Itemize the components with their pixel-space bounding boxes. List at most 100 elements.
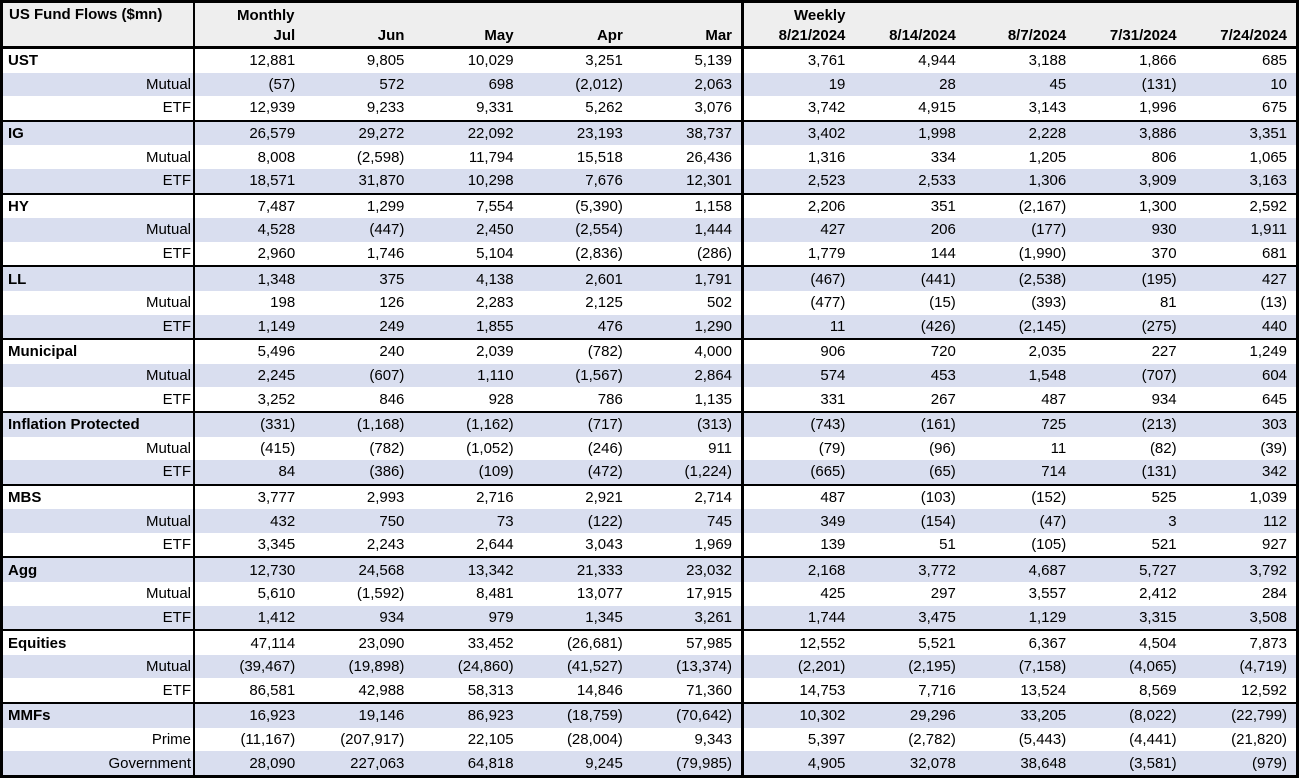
cell-value: 45 xyxy=(1049,75,1067,93)
cell-value: 3,143 xyxy=(1028,99,1067,117)
cell-value: (28,004) xyxy=(566,730,623,748)
cell-value: 349 xyxy=(820,512,846,530)
weekly-cells: (2,201) (2,195) (7,158) (4,065) (4,719) xyxy=(744,655,1296,679)
cell-value: (207,917) xyxy=(340,730,405,748)
cell-value: 23,032 xyxy=(686,561,733,579)
weekly-column-header: 8/14/2024 xyxy=(889,27,956,44)
cell-value: 521 xyxy=(1151,536,1177,554)
cell-value: 750 xyxy=(379,512,405,530)
cell-value: 8,008 xyxy=(257,148,296,166)
monthly-cells: 8,008 (2,598) 11,794 15,518 26,436 xyxy=(195,145,744,169)
cell-value: (477) xyxy=(810,294,846,312)
weekly-header-section: Weekly 8/21/2024 8/14/2024 8/7/2024 7/31/20… xyxy=(744,3,1296,46)
weekly-cells: 11 (426) (2,145) (275) 440 xyxy=(744,315,1296,339)
cell-value: 267 xyxy=(930,390,956,408)
cell-value: 979 xyxy=(488,608,514,626)
cell-value: 26,579 xyxy=(249,125,296,143)
table-row: ETF 18,571 31,870 10,298 7,676 12,301 2,523 2,5… xyxy=(3,168,1296,193)
cell-value: (2,782) xyxy=(908,730,956,748)
monthly-cells: 86,581 42,988 58,313 14,846 71,360 xyxy=(195,678,744,703)
cell-value: 249 xyxy=(379,317,405,335)
cell-value: 2,450 xyxy=(476,221,514,239)
weekly-cells: 906 720 2,035 227 1,249 xyxy=(744,340,1296,364)
row-label: ETF xyxy=(3,314,195,339)
cell-value: 425 xyxy=(820,585,846,603)
cell-value: 38,648 xyxy=(1020,754,1067,772)
monthly-cells: 5,496 240 2,039 (782) 4,000 xyxy=(195,340,744,364)
monthly-cells: 18,571 31,870 10,298 7,676 12,301 xyxy=(195,168,744,193)
monthly-cells: 1,149 249 1,855 476 1,290 xyxy=(195,314,744,339)
row-label: Mutual xyxy=(3,72,195,97)
cell-value: (2,167) xyxy=(1018,197,1067,215)
weekly-cells: 3,742 4,915 3,143 1,996 675 xyxy=(744,96,1296,120)
row-label: Inflation Protected xyxy=(3,412,195,437)
cell-value: (979) xyxy=(1252,754,1288,772)
cell-value: 427 xyxy=(1262,270,1288,288)
cell-value: (1,224) xyxy=(684,463,733,481)
cell-value: (154) xyxy=(920,512,956,530)
row-label: HY xyxy=(3,194,195,219)
weekly-cells: 10,302 29,296 33,205 (8,022) (22,799) xyxy=(744,704,1296,728)
weekly-cells: 331 267 487 934 645 xyxy=(744,387,1296,411)
cell-value: 12,939 xyxy=(249,99,296,117)
cell-value: 720 xyxy=(930,343,956,361)
cell-value: (607) xyxy=(369,367,405,385)
cell-value: 685 xyxy=(1262,52,1288,70)
cell-value: (13,374) xyxy=(676,658,733,676)
cell-value: 2,716 xyxy=(476,488,514,506)
cell-value: 3,261 xyxy=(694,608,733,626)
cell-value: 806 xyxy=(1151,148,1177,166)
weekly-cells: 5,397 (2,782) (5,443) (4,441) (21,820) xyxy=(744,728,1296,752)
row-label: Mutual xyxy=(3,290,195,315)
cell-value: (5,390) xyxy=(575,197,623,215)
monthly-cells: 5,610 (1,592) 8,481 13,077 17,915 xyxy=(195,582,744,606)
cell-value: 1,548 xyxy=(1028,367,1067,385)
cell-value: (467) xyxy=(810,270,846,288)
cell-value: 574 xyxy=(820,367,846,385)
cell-value: 4,504 xyxy=(1139,634,1177,652)
cell-value: 1,412 xyxy=(257,608,296,626)
monthly-cells: 1,348 375 4,138 2,601 1,791 xyxy=(195,267,744,291)
cell-value: (177) xyxy=(1031,221,1067,239)
monthly-cells: 2,960 1,746 5,104 (2,836) (286) xyxy=(195,241,744,266)
cell-value: 7,554 xyxy=(476,197,514,215)
monthly-cells: 12,939 9,233 9,331 5,262 3,076 xyxy=(195,96,744,120)
weekly-cells: 427 206 (177) 930 1,911 xyxy=(744,218,1296,242)
cell-value: 2,714 xyxy=(694,488,733,506)
cell-value: 10 xyxy=(1270,75,1288,93)
cell-value: 714 xyxy=(1041,463,1067,481)
cell-value: 1,039 xyxy=(1249,488,1288,506)
cell-value: (21,820) xyxy=(1231,730,1288,748)
table-header: US Fund Flows ($mn) Monthly Jul Jun May Apr… xyxy=(3,3,1296,49)
monthly-cells: 432 750 73 (122) 745 xyxy=(195,509,744,533)
cell-value: 645 xyxy=(1262,390,1288,408)
cell-value: (41,527) xyxy=(566,658,623,676)
cell-value: 427 xyxy=(820,221,846,239)
monthly-column-header: Jul xyxy=(273,27,296,44)
cell-value: 1,998 xyxy=(918,125,956,143)
cell-value: (2,554) xyxy=(575,221,623,239)
cell-value: (2,195) xyxy=(908,658,956,676)
weekly-cells: 1,316 334 1,205 806 1,065 xyxy=(744,145,1296,169)
cell-value: (131) xyxy=(1141,75,1177,93)
cell-value: 725 xyxy=(1041,416,1067,434)
cell-value: (2,836) xyxy=(575,245,623,263)
cell-value: 1,996 xyxy=(1139,99,1177,117)
row-label: MMFs xyxy=(3,704,195,728)
cell-value: 5,104 xyxy=(476,245,514,263)
monthly-cells: (331) (1,168) (1,162) (717) (313) xyxy=(195,412,744,437)
cell-value: 6,367 xyxy=(1028,634,1067,652)
table-row: IG 26,579 29,272 22,092 23,193 38,737 3,402 1,9… xyxy=(3,119,1296,146)
cell-value: (39) xyxy=(1260,439,1288,457)
cell-value: 440 xyxy=(1262,317,1288,335)
table-row: Prime (11,167) (207,917) 22,105 (28,004) 9,34… xyxy=(3,727,1296,752)
row-label: LL xyxy=(3,267,195,291)
row-label: IG xyxy=(3,121,195,146)
table-row: Mutual (57) 572 698 (2,012) 2,063 19 28 45 (131) 1… xyxy=(3,72,1296,97)
cell-value: 911 xyxy=(708,439,733,457)
monthly-cells: 7,487 1,299 7,554 (5,390) 1,158 xyxy=(195,194,744,219)
cell-value: 284 xyxy=(1262,585,1288,603)
cell-value: (11,167) xyxy=(240,730,296,748)
cell-value: 14,846 xyxy=(576,681,623,699)
